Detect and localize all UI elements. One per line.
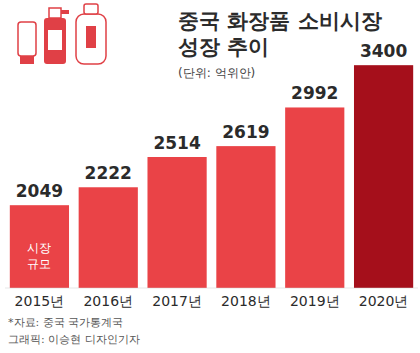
icon-bottle-cap	[49, 8, 61, 18]
icon-bottle-nozzle	[61, 10, 69, 14]
title: 성장 추이	[178, 35, 269, 59]
title: 중국 화장품 소비시장	[178, 9, 382, 33]
x-tick-label: 2016년	[83, 293, 133, 309]
annotation: 규모	[27, 257, 51, 271]
chart-svg: 중국 화장품 소비시장성장 추이(단위: 억위안)20492015년222220…	[0, 0, 420, 353]
subtitle: (단위: 억위안)	[178, 66, 255, 80]
icon-can-label	[86, 26, 96, 48]
data-label: 3400	[360, 41, 407, 61]
background	[0, 0, 420, 353]
bar	[79, 187, 138, 288]
icon-can	[76, 14, 106, 64]
icon-can-cap	[84, 4, 98, 14]
labels: 2049 2015년 2222 2016년 2514 2017년 2619 2018년 2992…	[15, 41, 409, 309]
icon-bottle-label	[48, 30, 62, 50]
data-label: 2992	[291, 83, 338, 103]
data-label: 2619	[222, 122, 269, 142]
x-tick-label: 2017년	[152, 293, 202, 309]
x-tick-label: 2020년	[359, 293, 409, 309]
chart-container: 중국 화장품 소비시장성장 추이(단위: 억위안)20492015년222220…	[0, 0, 420, 353]
cosmetic-icons	[18, 4, 106, 64]
x-tick-label: 2018년	[221, 293, 271, 309]
bars	[10, 65, 413, 288]
icon-tube	[18, 22, 36, 56]
bar	[10, 205, 69, 288]
data-label: 2514	[153, 133, 200, 153]
baseline	[5, 288, 418, 289]
icon-bottle	[44, 18, 66, 64]
bar	[285, 107, 344, 288]
data-label: 2222	[85, 163, 132, 183]
data-label: 2049	[16, 181, 63, 201]
bar	[354, 65, 413, 288]
annotation: 시장	[27, 241, 51, 255]
bar	[147, 157, 206, 288]
x-tick-label: 2015년	[15, 293, 65, 309]
credit: 그래픽: 이승현 디자인기자	[8, 333, 140, 346]
icon-tube-cap	[20, 56, 34, 64]
bar	[216, 146, 275, 288]
source: *자료: 중국 국가통계국	[8, 316, 123, 329]
x-tick-label: 2019년	[290, 293, 340, 309]
